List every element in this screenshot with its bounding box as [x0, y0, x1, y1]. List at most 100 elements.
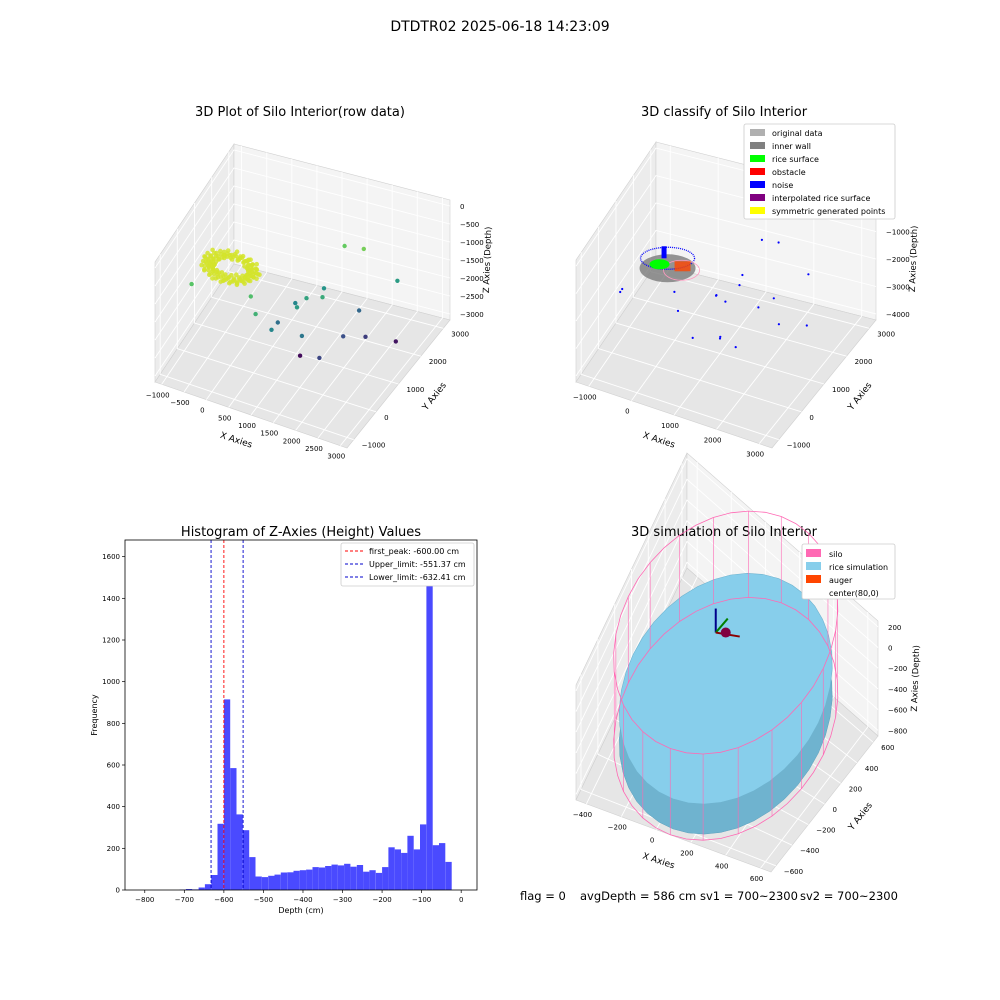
hist-bar [268, 875, 275, 890]
raw-ytick-label: −1000 [362, 442, 386, 450]
raw-ytick-label: 1000 [407, 386, 425, 394]
raw-data-point [189, 281, 194, 287]
hist-bar [382, 867, 389, 890]
raw-surface-point [242, 275, 248, 281]
cls-xtick-label: 3000 [746, 451, 764, 459]
hist-bar [325, 866, 332, 890]
cls-grid-x [716, 182, 815, 430]
cls-noise-ring [639, 246, 696, 270]
cls-noise-point [719, 335, 722, 338]
sim-legend-box [801, 543, 896, 600]
cls-noise-point [777, 241, 780, 244]
raw-surface-point [223, 272, 228, 277]
hist-ytick-label: 0 [116, 887, 120, 895]
raw-grid-y [194, 203, 399, 385]
cls-ztick-label: −3000 [886, 283, 910, 291]
cls-ylabel: Y Axies [846, 381, 875, 414]
hist-bar [198, 887, 205, 890]
raw-surface-point [203, 259, 208, 265]
sim-ytick-label: −600 [784, 868, 803, 876]
sim-xlabel: X Axies [641, 852, 676, 872]
raw-surface-point [206, 257, 212, 263]
sim-legend-swatch [806, 562, 821, 570]
raw-surface-point [208, 253, 213, 259]
sim-ztick-label: −600 [888, 707, 907, 715]
sim-legend-label: auger [829, 576, 853, 585]
raw-data-point [248, 294, 253, 299]
sim-rice-surface [618, 572, 833, 805]
sim-xtick-label: −400 [573, 811, 592, 819]
cls-obstacle [674, 261, 691, 272]
raw-xtick-label: 1000 [238, 422, 256, 430]
hist-ylabel: Frequency [90, 694, 99, 736]
raw-grid-x [250, 172, 343, 416]
hist-bar [280, 872, 288, 890]
raw-data-point [293, 300, 298, 306]
raw-surface-point [210, 267, 216, 273]
hist-bar [312, 867, 319, 890]
cls-rice-surface [649, 259, 670, 270]
hist-xtick-label: −200 [372, 896, 391, 904]
cls-pane-floor [575, 263, 877, 449]
cls-interpolated-surface [663, 259, 700, 281]
cls-legend-label: symmetric generated points [772, 207, 885, 216]
hist-bar [287, 872, 294, 890]
status-sv1: sv1 = 700~2300 [700, 889, 798, 903]
hist-bar [255, 876, 262, 890]
raw-data-point [395, 278, 400, 283]
raw-data-point [299, 333, 305, 339]
cls-noise-point [734, 346, 737, 349]
cls-ytick-label: 2000 [855, 358, 873, 366]
raw-xtick-label: 2000 [283, 437, 301, 445]
raw-ztick-label: −1500 [460, 257, 484, 265]
raw-xlabel: X Axies [219, 431, 254, 451]
raw-grid-x [161, 146, 242, 385]
hist-bar [426, 560, 433, 890]
cls-xtick-label: −1000 [573, 393, 597, 401]
raw-grid-y [159, 254, 354, 441]
cls-xtick-label: 2000 [704, 436, 722, 444]
sim-ytick-label: −200 [816, 827, 835, 835]
raw-grid-x [295, 185, 393, 431]
cls-ztick-label: −2000 [886, 256, 910, 264]
hist-xtick-label: −400 [293, 896, 312, 904]
raw-surface-point [206, 263, 211, 269]
raw-data-point [253, 311, 258, 317]
hist-title: Histogram of Z-Axies (Height) Values [181, 525, 421, 540]
cls-legend-label: rice surface [772, 155, 819, 164]
raw-ytick-label: 3000 [451, 330, 469, 338]
hist-bar [420, 824, 427, 890]
hist-bar [344, 863, 351, 891]
hist-bar [261, 877, 269, 890]
raw-data-3d-panel: −1000−500050010001500200025003000−100001… [146, 105, 494, 461]
hist-xtick-label: −800 [135, 896, 154, 904]
hist-bar [356, 865, 364, 890]
cls-noise-point [676, 309, 680, 312]
raw-surface-point [206, 268, 211, 273]
hist-bar [318, 867, 326, 890]
sim-xtick-label: 400 [715, 862, 728, 870]
sim-legend-label: center(80,0) [829, 589, 879, 598]
raw-xtick-label: 0 [200, 407, 204, 415]
raw-surface-point [202, 263, 207, 269]
sim-xtick-label: 200 [680, 849, 693, 857]
cls-noise-column [661, 246, 667, 259]
cls-legend-swatch [750, 142, 765, 149]
cls-legend-label: interpolated rice surface [772, 194, 870, 203]
figure-suptitle: DTDTR02 2025-06-18 14:23:09 [390, 19, 609, 35]
cls-grid-x [631, 157, 719, 401]
raw-surface-point [254, 267, 260, 272]
cls-grid-z [575, 229, 877, 349]
raw-ztick-label: −3000 [460, 311, 484, 319]
sim-ztick-label: −800 [888, 727, 907, 735]
cls-grid-x [758, 194, 863, 444]
raw-surface-point [205, 250, 210, 256]
raw-grid-x [205, 159, 293, 400]
sim-ytick-label: 600 [881, 744, 894, 752]
raw-grid-x [228, 165, 318, 408]
raw-xtick-label: −1000 [146, 391, 170, 399]
raw-surface-point [219, 270, 225, 275]
raw-surface-point [239, 278, 245, 283]
raw-grid-x [183, 152, 268, 393]
